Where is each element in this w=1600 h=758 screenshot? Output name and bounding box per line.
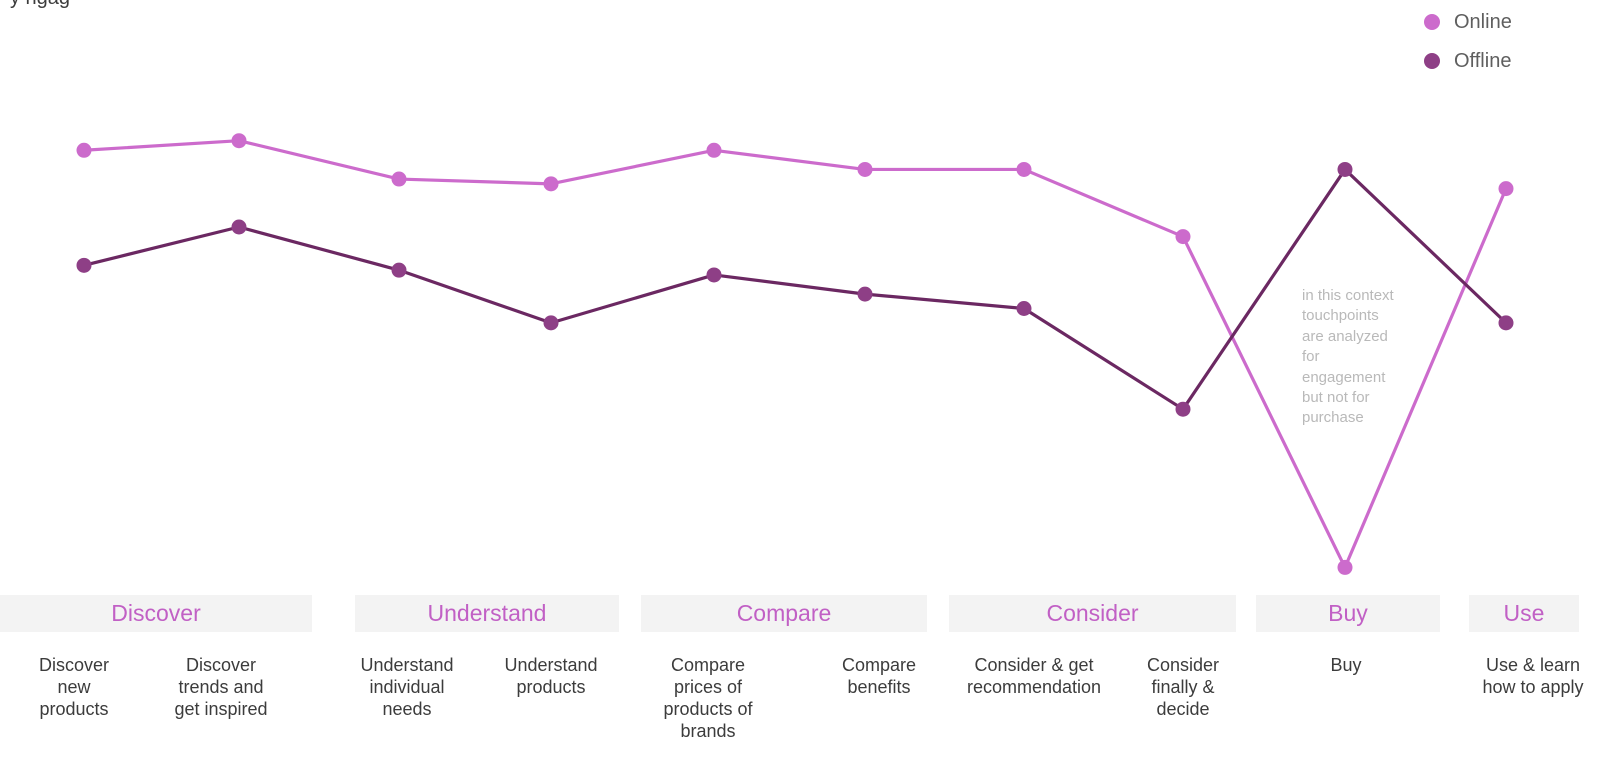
stage-buy: Buy <box>1256 595 1440 632</box>
stage-label: Understand <box>427 600 547 626</box>
touchpoint-line: Buy <box>1330 655 1362 675</box>
data-point-offline-9 <box>1498 315 1514 331</box>
legend-label-online: Online <box>1454 10 1512 33</box>
stage-consider: Consider <box>949 595 1236 632</box>
touchpoint-line: Use & learn <box>1485 655 1581 675</box>
data-point-online-3 <box>543 176 559 192</box>
data-point-online-7 <box>1175 229 1191 245</box>
touchpoint-line: prices of <box>673 677 743 697</box>
touchpoint-line: recommendation <box>966 677 1102 697</box>
annotation-line: are analyzed <box>1302 327 1388 345</box>
touchpoint-label: Buy <box>1296 654 1396 676</box>
series-line-offline <box>83 167 1508 411</box>
data-point-offline-7 <box>1175 401 1191 417</box>
touchpoint-line: Discover <box>38 655 109 675</box>
touchpoint-label: Compare benefits <box>814 654 944 698</box>
data-point-offline-2 <box>391 262 407 278</box>
touchpoint-line: Understand <box>360 655 454 675</box>
annotation-line: in this context <box>1302 287 1394 304</box>
data-point-online-4 <box>706 142 722 158</box>
stage-discover: Discover <box>0 595 312 632</box>
data-point-online-5 <box>857 161 873 177</box>
touchpoint-line: Understand <box>504 655 598 675</box>
data-point-offline-8 <box>1337 161 1353 177</box>
touchpoint-label: Compare prices of products of brands <box>643 654 773 742</box>
touchpoint-label: Discover trends and get inspired <box>156 654 286 720</box>
data-point-offline-3 <box>543 315 559 331</box>
touchpoint-line: decide <box>1156 699 1210 719</box>
legend-label-offline: Offline <box>1454 49 1512 72</box>
data-point-online-0 <box>76 142 92 158</box>
chart-annotation: in this context touchpoints are analyzed… <box>1302 286 1406 429</box>
stage-use: Use <box>1469 595 1579 632</box>
data-point-online-1 <box>231 133 247 149</box>
touchpoint-label: Consider & get recommendation <box>954 654 1114 698</box>
data-point-online-9 <box>1498 181 1514 197</box>
touchpoint-line: how to apply <box>1482 677 1584 697</box>
touchpoint-line: get inspired <box>174 699 268 719</box>
touchpoint-line: products <box>39 699 109 719</box>
annotation-line: touchpoints <box>1302 307 1379 325</box>
touchpoint-line: needs <box>382 699 432 719</box>
legend-item-offline: Offline <box>1424 49 1511 73</box>
touchpoint-label: Consider finally & decide <box>1128 654 1238 720</box>
touchpoint-label: Discover new products <box>14 654 134 720</box>
data-point-online-6 <box>1016 161 1032 177</box>
touchpoint-line: products <box>516 677 586 697</box>
touchpoint-line: Consider & get <box>974 655 1094 675</box>
stage-label: Buy <box>1328 600 1368 626</box>
stage-label: Compare <box>736 600 832 626</box>
data-point-offline-0 <box>76 257 92 273</box>
data-point-offline-4 <box>706 267 722 283</box>
touchpoint-line: Compare <box>841 655 917 675</box>
legend: Online Offline <box>1424 8 1574 78</box>
offline-dot-icon <box>1424 53 1440 69</box>
chart-title-partial: y ngag <box>10 0 70 10</box>
data-point-online-2 <box>391 171 407 187</box>
series-line-online <box>83 139 1508 570</box>
stage-compare: Compare <box>641 595 927 632</box>
touchpoint-label: Understand individual needs <box>342 654 472 720</box>
data-point-online-8 <box>1337 559 1353 575</box>
stage-label: Use <box>1503 600 1545 626</box>
data-point-offline-5 <box>857 286 873 302</box>
touchpoint-line: individual <box>369 677 445 697</box>
stage-label: Consider <box>1046 600 1139 626</box>
stage-label: Discover <box>111 600 201 626</box>
touchpoint-line: Discover <box>185 655 256 675</box>
touchpoint-line: benefits <box>847 677 911 697</box>
stage-understand: Understand <box>355 595 619 632</box>
touchpoint-label: Use & learn how to apply <box>1470 654 1596 698</box>
touchpoint-label: Understand products <box>486 654 616 698</box>
touchpoint-line: trends and <box>178 677 264 697</box>
legend-item-online: Online <box>1424 10 1512 34</box>
touchpoint-line: new <box>57 677 91 697</box>
touchpoint-line: brands <box>680 721 736 741</box>
touchpoint-line: Compare <box>670 655 746 675</box>
annotation-line: purchase <box>1302 409 1364 427</box>
touchpoint-line: finally & <box>1151 677 1215 697</box>
data-point-offline-6 <box>1016 301 1032 316</box>
data-point-offline-1 <box>231 219 247 235</box>
annotation-line: but not for <box>1302 389 1370 407</box>
annotation-line: for <box>1302 348 1320 366</box>
annotation-line: engagement <box>1302 368 1386 386</box>
touchpoint-line: Consider <box>1146 655 1220 675</box>
online-dot-icon <box>1424 14 1440 30</box>
touchpoint-line: products of <box>663 699 753 719</box>
